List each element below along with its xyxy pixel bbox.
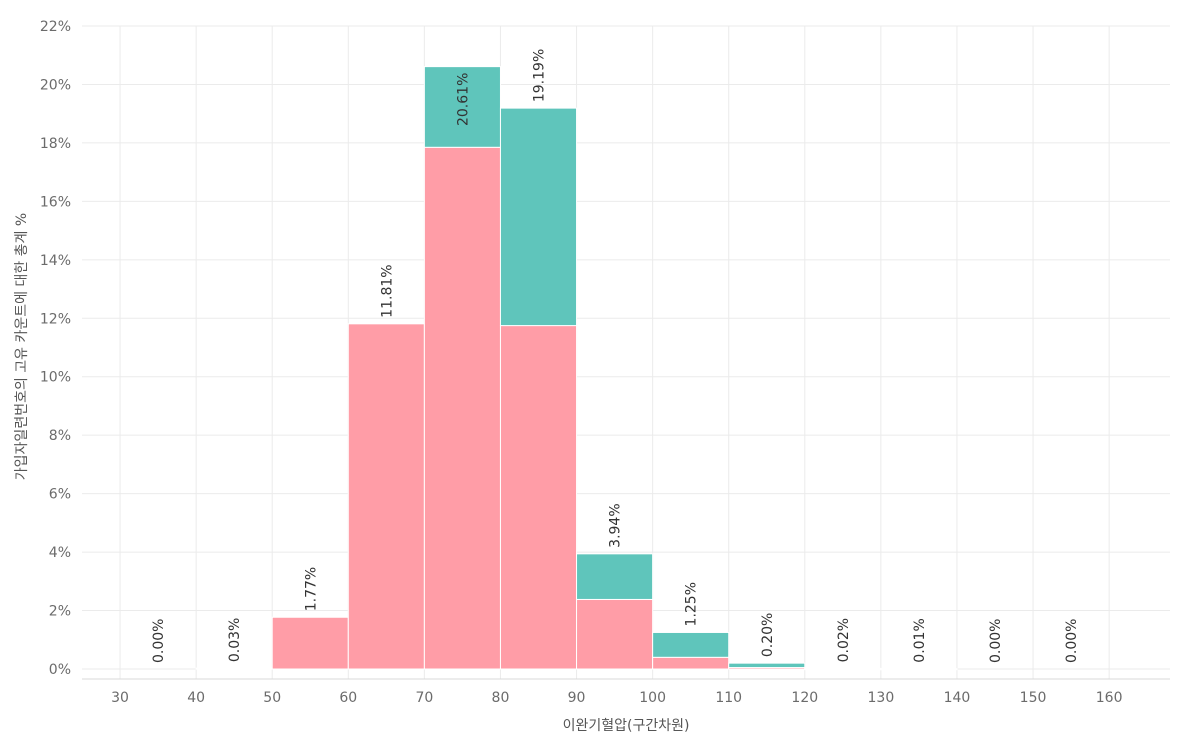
bar-segment [576,598,654,670]
bar-total-label: 0.00% [1064,619,1080,663]
bar-total-label: 0.20% [760,613,776,657]
x-tick-label: 80 [492,690,510,706]
x-tick-label: 140 [944,690,971,706]
y-tick-label: 6% [49,487,71,503]
x-tick-label: 50 [263,690,281,706]
bar-total-label: 1.77% [303,567,319,611]
bar-segment [499,325,578,670]
x-tick-label: 90 [568,690,586,706]
x-tick-label: 120 [791,690,818,706]
bar-segment [576,553,654,600]
data-labels: 0.00% 0.03% 1.77% 11.81% 20.61% 19.19% 3.94% 1.… [151,49,1080,663]
bar-total-label: 0.00% [988,619,1004,663]
y-tick-label: 8% [49,428,71,444]
y-axis-ticks: 0% 2% 4% 6% 8% 10% 12% 14% 16% 18% 20% 22% [40,19,71,678]
x-tick-label: 150 [1020,690,1047,706]
bars [195,66,958,671]
bar-segment [652,656,730,670]
bar-total-label: 0.00% [151,619,167,663]
bar-total-label: 11.81% [379,264,395,317]
x-tick-label: 160 [1096,690,1123,706]
y-tick-label: 2% [49,604,71,620]
bar-total-label: 1.25% [684,582,700,626]
x-tick-label: 60 [339,690,357,706]
bar-total-label: 0.02% [836,618,852,662]
bar-segment [423,66,501,148]
bar-total-label: 0.03% [227,618,243,662]
x-tick-label: 40 [187,690,205,706]
y-tick-label: 12% [40,311,71,327]
y-tick-label: 18% [40,136,71,152]
y-tick-label: 14% [40,253,71,269]
bar-segment [880,668,958,671]
bar-segment [728,662,806,669]
bar-segment [195,667,273,670]
x-tick-label: 100 [639,690,666,706]
y-tick-label: 4% [49,545,71,561]
bar-total-label: 19.19% [532,49,548,102]
bar-segment [423,146,501,670]
y-axis-title: 가입자일련번호의 고유 카운트에 대한 총계 % [14,213,30,480]
x-tick-label: 110 [715,690,742,706]
bar-total-label: 20.61% [455,73,471,126]
y-tick-label: 20% [40,77,71,93]
y-tick-label: 22% [40,19,71,35]
bar-segment [499,107,578,327]
x-axis-title: 이완기혈압(구간차원) [563,718,690,734]
bar-total-label: 3.94% [608,503,624,547]
x-tick-label: 70 [415,690,433,706]
bar-segment [804,667,882,670]
x-tick-label: 130 [868,690,895,706]
bar-segment [347,323,425,670]
x-axis-ticks: 30 40 50 60 70 80 90 100 110 120 130 140 150 160 [111,690,1122,706]
bar-segment [652,631,730,658]
y-tick-label: 16% [40,194,71,210]
bar-total-label: 0.01% [912,618,928,662]
bar-segment [271,616,349,670]
y-tick-label: 0% [49,662,71,678]
y-tick-label: 10% [40,370,71,386]
x-tick-label: 30 [111,690,129,706]
